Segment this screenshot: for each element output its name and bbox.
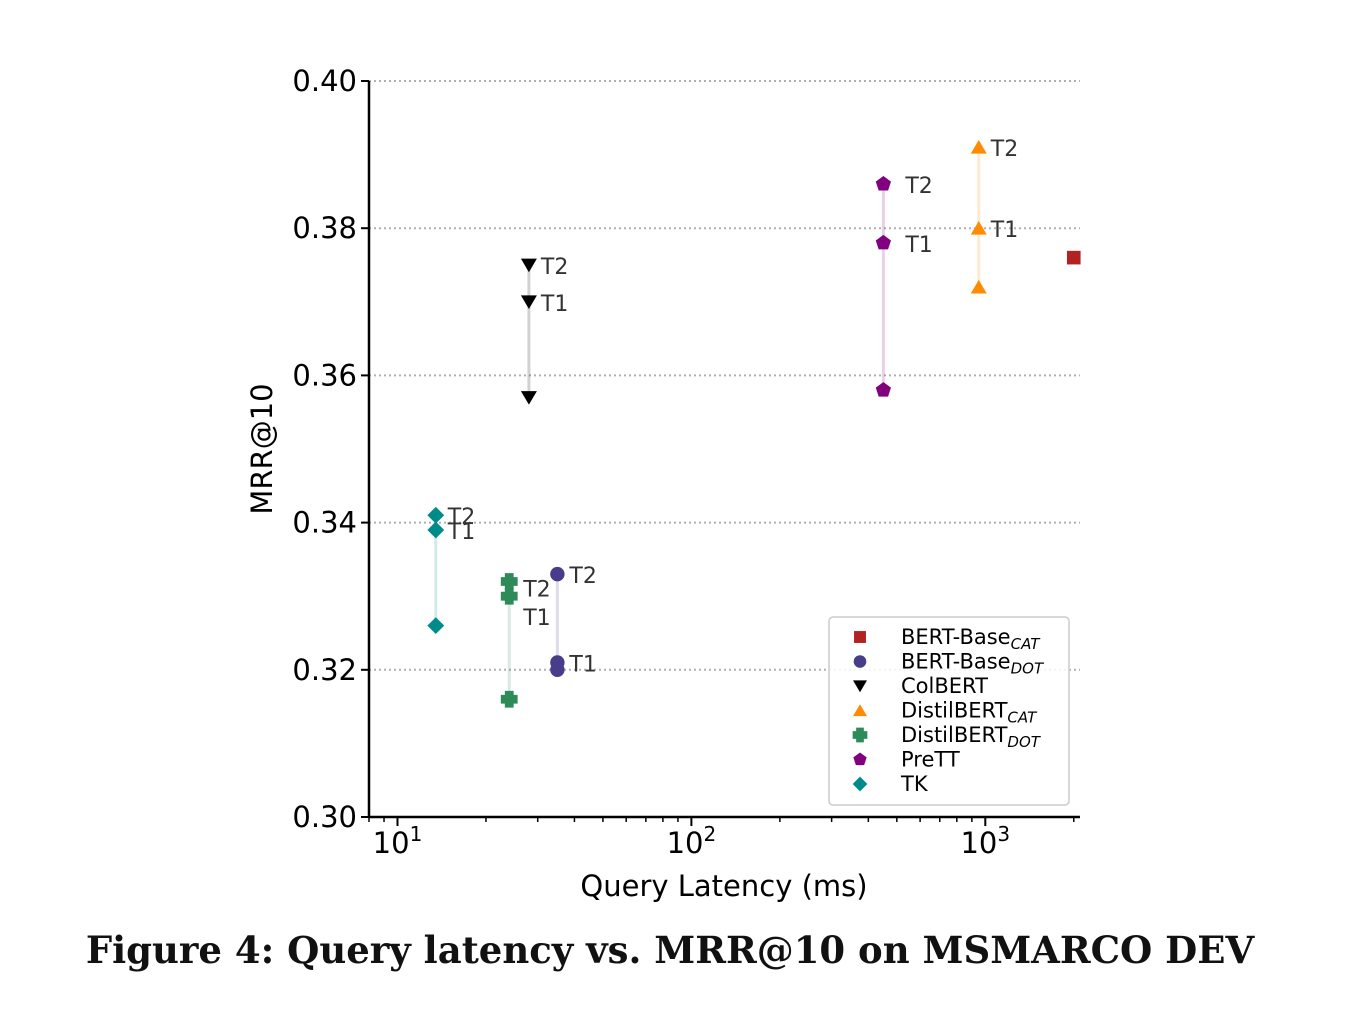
data-point: [550, 655, 565, 670]
legend-label: ColBERT: [901, 674, 988, 698]
data-point: [500, 690, 518, 708]
point-label: T2: [904, 174, 932, 199]
y-tick-label: 0.30: [292, 800, 357, 834]
point-label: T1: [904, 233, 932, 258]
legend-marker: [853, 655, 867, 668]
y-tick-label: 0.32: [292, 653, 357, 687]
point-label: T1: [568, 652, 596, 677]
legend-label: BERT-BaseCAT: [901, 625, 1041, 653]
legend: BERT-BaseCATBERT-BaseDOTColBERTDistilBER…: [828, 616, 1070, 806]
point-label: T2: [522, 577, 550, 602]
point-label: T1: [447, 520, 475, 545]
data-point: [970, 279, 987, 294]
data-point: [427, 617, 445, 635]
y-tick-label: 0.34: [292, 506, 357, 540]
point-label: T2: [990, 137, 1018, 162]
data-point: [970, 221, 987, 235]
legend-marker: [853, 680, 867, 693]
data-point: [875, 234, 891, 250]
legend-frame: [828, 616, 1070, 806]
data-point: [550, 566, 565, 582]
axes: 0.30 0.32 0.34 0.36 0.38 0.40 101 102 103: [292, 64, 1080, 860]
data-point: [427, 506, 445, 524]
legend-marker: [853, 752, 867, 766]
legend-label: PreTT: [901, 748, 960, 772]
data-points: [427, 140, 1081, 708]
legend-marker: [854, 631, 866, 643]
legend-label: DistilBERTCAT: [901, 699, 1038, 727]
data-point: [500, 587, 518, 605]
series-connectors: [434, 147, 981, 700]
y-tick-label: 0.40: [292, 64, 357, 98]
legend-marker: [852, 776, 868, 792]
point-label: T1: [540, 292, 568, 317]
point-label: T1: [990, 218, 1018, 243]
x-tick-label: 103: [960, 822, 1010, 860]
data-point: [875, 382, 891, 397]
data-point: [427, 521, 445, 539]
data-point: [500, 573, 518, 590]
x-axis-label: Query Latency (ms): [580, 869, 867, 903]
legend-label: BERT-BaseDOT: [901, 650, 1045, 678]
data-point: [970, 140, 987, 154]
data-point: [520, 295, 537, 309]
point-label: T2: [447, 505, 475, 530]
data-point: [875, 176, 891, 191]
point-label: T1: [522, 606, 550, 631]
legend-label: DistilBERTDOT: [901, 723, 1042, 751]
x-tick-label: 102: [667, 822, 717, 860]
y-tick-label: 0.36: [292, 358, 357, 392]
legend-label: TK: [900, 772, 929, 796]
x-tick-label: 101: [373, 822, 423, 860]
data-point: [1066, 250, 1081, 265]
legend-marker: [853, 704, 867, 717]
figure-caption: Figure 4: Query latency vs. MRR@10 on MS…: [85, 928, 1255, 972]
point-label: T2: [568, 564, 596, 589]
data-point: [520, 258, 537, 273]
y-gridlines: [369, 80, 1080, 671]
legend-marker: [852, 727, 868, 743]
point-label: T2: [540, 255, 568, 280]
y-tick-label: 0.38: [292, 211, 357, 245]
data-point: [520, 391, 537, 405]
y-axis-label: MRR@10: [245, 383, 279, 514]
